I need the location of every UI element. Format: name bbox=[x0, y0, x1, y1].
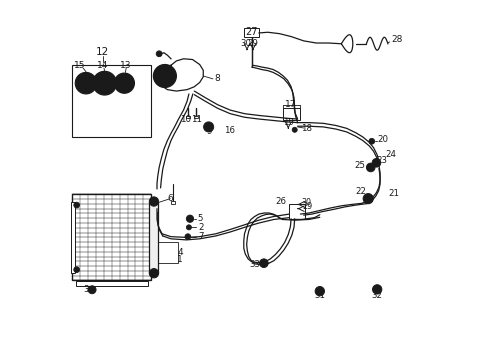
Circle shape bbox=[314, 287, 324, 296]
Text: 26: 26 bbox=[275, 197, 286, 206]
Text: 4: 4 bbox=[177, 248, 183, 257]
Circle shape bbox=[83, 81, 88, 86]
Bar bbox=[194, 116, 197, 118]
Circle shape bbox=[118, 77, 120, 79]
Circle shape bbox=[74, 202, 80, 208]
Circle shape bbox=[88, 286, 96, 294]
Circle shape bbox=[149, 197, 158, 206]
Text: 24: 24 bbox=[384, 150, 395, 159]
Text: 9: 9 bbox=[206, 127, 212, 136]
Text: 17: 17 bbox=[285, 100, 296, 109]
Text: 33: 33 bbox=[249, 260, 260, 269]
Circle shape bbox=[363, 194, 372, 204]
Circle shape bbox=[292, 127, 297, 132]
Text: 1: 1 bbox=[177, 255, 183, 264]
Circle shape bbox=[368, 138, 374, 144]
Text: 14: 14 bbox=[97, 62, 108, 71]
Text: 30: 30 bbox=[301, 198, 311, 207]
Text: 29: 29 bbox=[301, 202, 311, 211]
Bar bbox=[149, 202, 158, 273]
Circle shape bbox=[371, 158, 380, 167]
Bar bbox=[186, 116, 190, 118]
Text: 5: 5 bbox=[198, 214, 203, 223]
Text: 23: 23 bbox=[376, 156, 386, 165]
Bar bbox=[76, 282, 147, 286]
Bar bbox=[282, 108, 299, 120]
Text: 30: 30 bbox=[240, 39, 251, 48]
Text: 21: 21 bbox=[387, 189, 398, 198]
Circle shape bbox=[153, 64, 176, 87]
Text: 6: 6 bbox=[167, 194, 172, 203]
Circle shape bbox=[119, 77, 130, 89]
Text: 10: 10 bbox=[180, 115, 190, 124]
Circle shape bbox=[123, 75, 125, 77]
Circle shape bbox=[80, 77, 92, 90]
Circle shape bbox=[203, 122, 213, 132]
Circle shape bbox=[128, 77, 130, 79]
Circle shape bbox=[186, 215, 193, 222]
Text: 27: 27 bbox=[245, 27, 257, 37]
Circle shape bbox=[128, 87, 130, 90]
Text: 20: 20 bbox=[376, 135, 387, 144]
Circle shape bbox=[118, 87, 120, 90]
Circle shape bbox=[366, 163, 374, 172]
Circle shape bbox=[123, 90, 125, 92]
Circle shape bbox=[162, 73, 167, 78]
Text: 18: 18 bbox=[300, 123, 311, 132]
Bar bbox=[158, 242, 178, 263]
Circle shape bbox=[75, 72, 97, 94]
Bar bbox=[70, 202, 75, 273]
Text: 8: 8 bbox=[214, 75, 220, 84]
Circle shape bbox=[102, 80, 107, 86]
Text: 3: 3 bbox=[83, 285, 89, 294]
Circle shape bbox=[131, 82, 133, 84]
Circle shape bbox=[74, 267, 80, 273]
Text: 25: 25 bbox=[354, 161, 365, 170]
Text: 22: 22 bbox=[355, 187, 366, 196]
Text: 31: 31 bbox=[314, 291, 325, 300]
Bar bbox=[171, 201, 174, 204]
Circle shape bbox=[158, 69, 172, 83]
Text: 28: 28 bbox=[391, 35, 402, 44]
Bar bbox=[289, 204, 305, 219]
Circle shape bbox=[149, 269, 158, 278]
Circle shape bbox=[114, 73, 134, 93]
Circle shape bbox=[186, 225, 191, 230]
Text: 11: 11 bbox=[190, 115, 202, 124]
Circle shape bbox=[156, 51, 162, 57]
Text: 12: 12 bbox=[96, 47, 109, 57]
Text: 13: 13 bbox=[120, 62, 132, 71]
Text: 16: 16 bbox=[224, 126, 234, 135]
Text: 29: 29 bbox=[246, 39, 257, 48]
Circle shape bbox=[259, 259, 267, 267]
Circle shape bbox=[93, 71, 116, 95]
Circle shape bbox=[122, 81, 126, 85]
Bar bbox=[244, 28, 258, 37]
Circle shape bbox=[116, 82, 118, 84]
Circle shape bbox=[184, 234, 190, 239]
Bar bbox=[72, 65, 151, 137]
Text: 19: 19 bbox=[282, 118, 293, 127]
Text: 15: 15 bbox=[74, 62, 85, 71]
Text: 7: 7 bbox=[198, 232, 203, 241]
Circle shape bbox=[97, 75, 112, 91]
Bar bbox=[72, 194, 151, 280]
Text: 2: 2 bbox=[198, 223, 203, 232]
Circle shape bbox=[372, 285, 381, 294]
Text: 32: 32 bbox=[371, 291, 382, 300]
